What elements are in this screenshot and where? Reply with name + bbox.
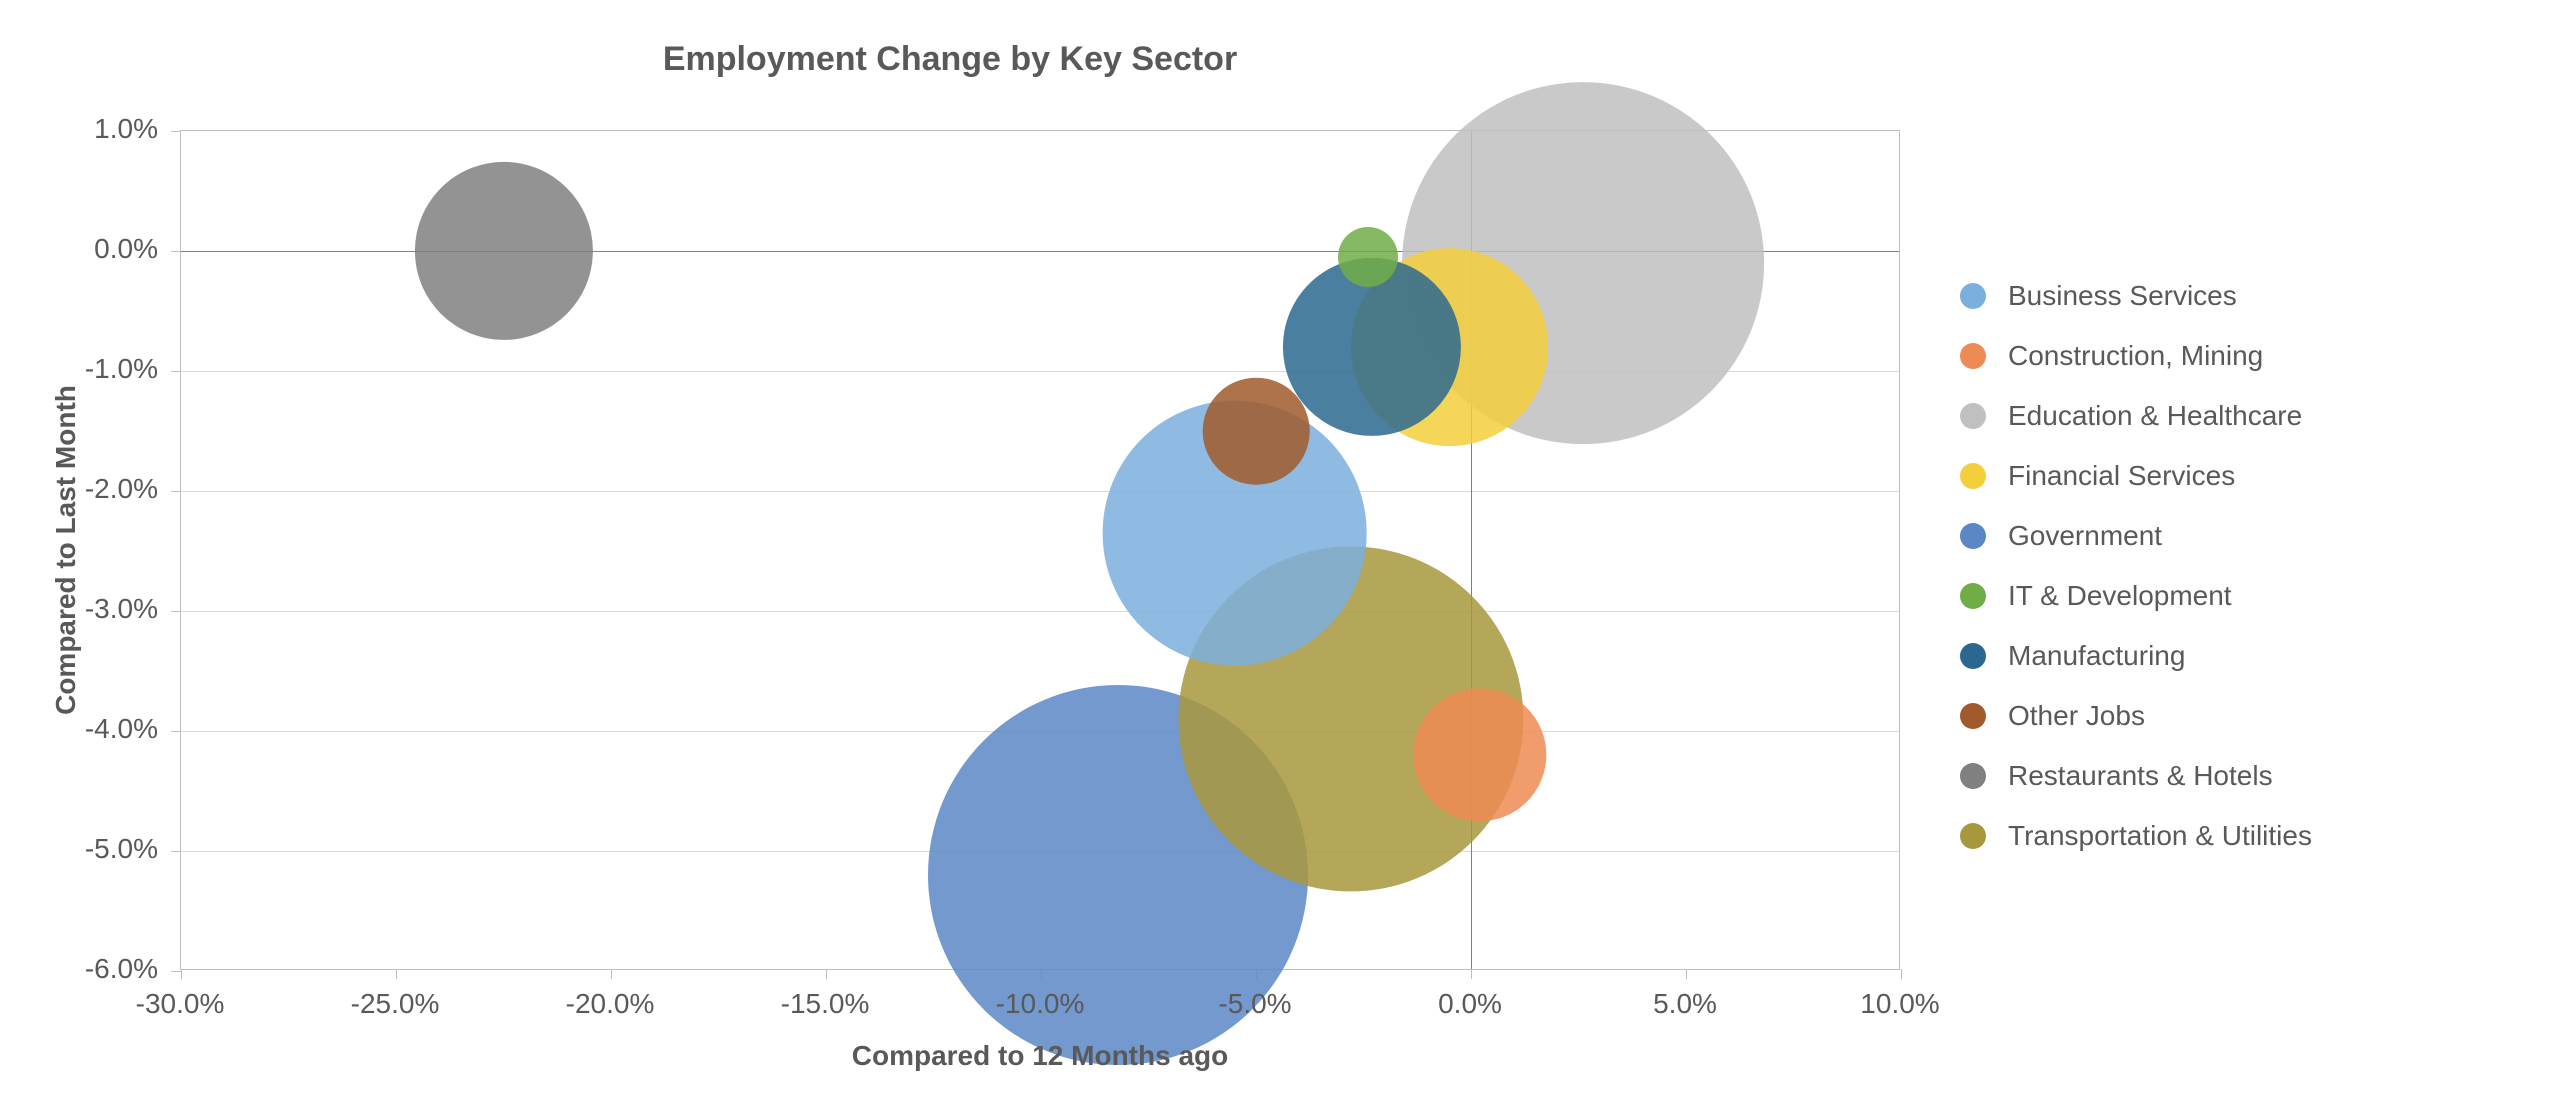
- legend-label: Education & Healthcare: [2008, 400, 2302, 432]
- x-axis-title: Compared to 12 Months ago: [180, 1040, 1900, 1072]
- legend-item-government[interactable]: Government: [1960, 520, 2312, 552]
- x-tick-label: 0.0%: [1438, 988, 1502, 1020]
- x-tick-mark: [1471, 969, 1472, 979]
- bubble-restaurants-hotels[interactable]: [414, 162, 592, 340]
- x-tick-label: 5.0%: [1653, 988, 1717, 1020]
- x-tick-mark: [396, 969, 397, 979]
- legend-item-it-development[interactable]: IT & Development: [1960, 580, 2312, 612]
- legend-swatch-icon: [1960, 583, 1986, 609]
- legend: Business Services Construction, Mining Edu…: [1960, 280, 2312, 880]
- x-tick-label: -25.0%: [351, 988, 440, 1020]
- legend-swatch-icon: [1960, 643, 1986, 669]
- gridline-horizontal: [181, 611, 1899, 612]
- y-tick-mark: [171, 131, 181, 132]
- x-tick-label: -20.0%: [566, 988, 655, 1020]
- y-tick-mark: [171, 851, 181, 852]
- legend-swatch-icon: [1960, 463, 1986, 489]
- legend-swatch-icon: [1960, 283, 1986, 309]
- x-tick-label: -15.0%: [781, 988, 870, 1020]
- legend-item-transportation-utilities[interactable]: Transportation & Utilities: [1960, 820, 2312, 852]
- bubble-construction-mining[interactable]: [1413, 688, 1546, 821]
- legend-swatch-icon: [1960, 523, 1986, 549]
- legend-label: Government: [2008, 520, 2162, 552]
- legend-swatch-icon: [1960, 763, 1986, 789]
- legend-label: Restaurants & Hotels: [2008, 760, 2273, 792]
- legend-swatch-icon: [1960, 823, 1986, 849]
- legend-item-business-services[interactable]: Business Services: [1960, 280, 2312, 312]
- legend-label: Construction, Mining: [2008, 340, 2263, 372]
- bubble-other-jobs[interactable]: [1203, 378, 1310, 485]
- x-tick-mark: [1686, 969, 1687, 979]
- legend-label: Financial Services: [2008, 460, 2235, 492]
- bubble-it-development[interactable]: [1338, 227, 1398, 287]
- x-tick-mark: [611, 969, 612, 979]
- chart-title: Employment Change by Key Sector: [0, 40, 1900, 79]
- legend-item-manufacturing[interactable]: Manufacturing: [1960, 640, 2312, 672]
- legend-swatch-icon: [1960, 403, 1986, 429]
- legend-item-other-jobs[interactable]: Other Jobs: [1960, 700, 2312, 732]
- y-tick-mark: [171, 971, 181, 972]
- x-tick-mark: [826, 969, 827, 979]
- legend-label: Other Jobs: [2008, 700, 2145, 732]
- legend-swatch-icon: [1960, 703, 1986, 729]
- legend-label: Transportation & Utilities: [2008, 820, 2312, 852]
- y-tick-mark: [171, 491, 181, 492]
- chart-container: Employment Change by Key Sector Compared…: [0, 0, 2566, 1109]
- y-tick-mark: [171, 251, 181, 252]
- y-tick-mark: [171, 611, 181, 612]
- legend-label: Manufacturing: [2008, 640, 2185, 672]
- x-tick-mark: [1901, 969, 1902, 979]
- legend-swatch-icon: [1960, 343, 1986, 369]
- legend-label: Business Services: [2008, 280, 2237, 312]
- y-tick-mark: [171, 371, 181, 372]
- x-tick-label: -10.0%: [996, 988, 1085, 1020]
- x-tick-label: -5.0%: [1218, 988, 1291, 1020]
- plot-area: [180, 130, 1900, 970]
- x-tick-mark: [181, 969, 182, 979]
- y-tick-mark: [171, 731, 181, 732]
- gridline-horizontal: [181, 491, 1899, 492]
- y-axis-title: Compared to Last Month: [50, 130, 82, 970]
- x-tick-label: -30.0%: [136, 988, 225, 1020]
- legend-item-financial-services[interactable]: Financial Services: [1960, 460, 2312, 492]
- legend-item-construction-mining[interactable]: Construction, Mining: [1960, 340, 2312, 372]
- legend-item-education-healthcare[interactable]: Education & Healthcare: [1960, 400, 2312, 432]
- legend-label: IT & Development: [2008, 580, 2232, 612]
- x-tick-label: 10.0%: [1860, 988, 1939, 1020]
- legend-item-restaurants-hotels[interactable]: Restaurants & Hotels: [1960, 760, 2312, 792]
